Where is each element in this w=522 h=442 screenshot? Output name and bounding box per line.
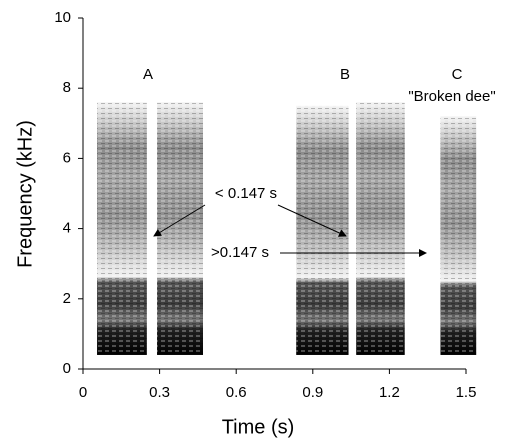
annotation: < 0.147 s (215, 185, 277, 202)
x-tick-label: 0.3 (149, 384, 170, 401)
x-tick-label: 1.2 (379, 384, 400, 401)
x-tick-label: 0.9 (302, 384, 323, 401)
x-tick-label: 0.6 (226, 384, 247, 401)
y-tick-label: 10 (54, 9, 71, 26)
annotation: "Broken dee" (408, 88, 495, 105)
note-texture (356, 102, 405, 355)
x-tick-label: 0 (79, 384, 87, 401)
arrow (153, 204, 206, 237)
annotation: >0.147 s (211, 244, 269, 261)
y-tick-label: 8 (63, 79, 71, 96)
note-texture (296, 105, 349, 355)
note-texture (97, 102, 147, 355)
x-tick-label: 1.5 (456, 384, 477, 401)
y-tick-label: 0 (63, 360, 71, 377)
y-tick-label: 6 (63, 149, 71, 166)
y-tick-label: 2 (63, 290, 71, 307)
annotation: A (143, 66, 153, 83)
annotation: B (340, 66, 350, 83)
arrow (277, 204, 347, 237)
x-axis-title: Time (s) (222, 416, 295, 438)
y-tick-label: 4 (63, 220, 71, 237)
note-texture (157, 102, 204, 355)
note-texture (440, 116, 477, 355)
annotation: C (452, 66, 463, 83)
y-axis-title: Frequency (kHz) (14, 120, 36, 268)
